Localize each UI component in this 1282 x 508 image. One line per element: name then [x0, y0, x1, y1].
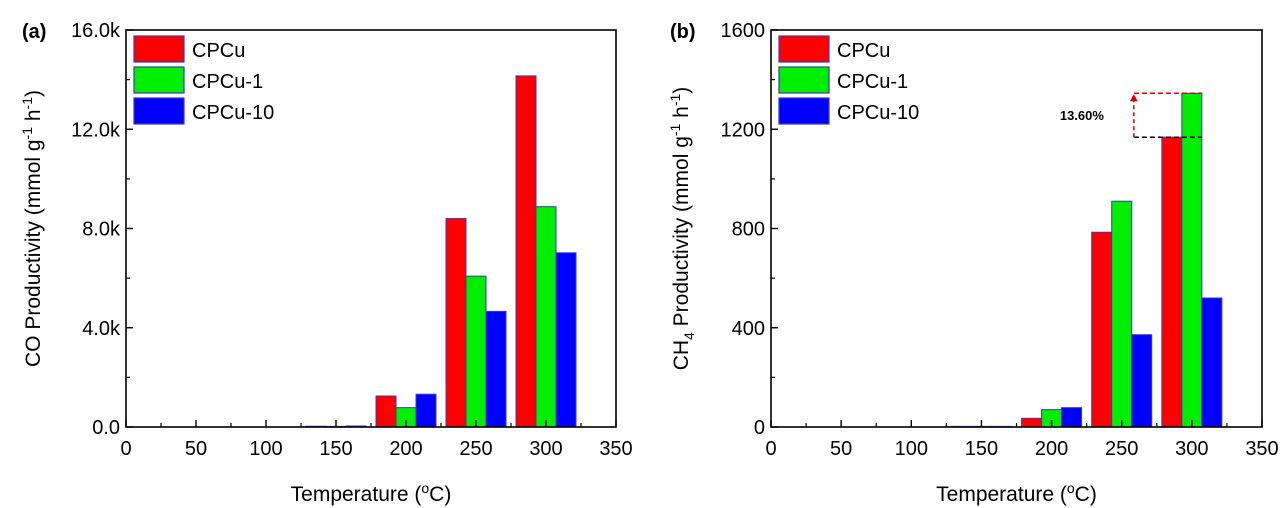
legend-label-cpcu: CPCu: [192, 40, 245, 62]
bar-cpcu-250: [1091, 231, 1113, 428]
x-tick-label: 350: [599, 438, 632, 460]
x-tick-label: 300: [529, 438, 562, 460]
bar-cpcu-1-300: [535, 206, 557, 428]
y-tick-label: 400: [732, 318, 765, 340]
legend-label-cpcu-1: CPCu-1: [837, 71, 908, 93]
legend-swatch-cpcu-1: [133, 66, 185, 94]
y-tick-label: 8.0k: [82, 219, 121, 241]
legend-label-cpcu-1: CPCu-1: [192, 71, 263, 93]
legend-swatch-cpcu-10: [133, 97, 185, 125]
x-tick-label: 100: [895, 438, 928, 460]
legend-label-cpcu-10: CPCu-10: [192, 102, 274, 124]
bar-cpcu-200: [375, 395, 397, 428]
x-axis-title: Temperature (oC): [291, 480, 452, 506]
x-tick-label: 200: [389, 438, 422, 460]
annotation-arrow-head: [1129, 94, 1138, 102]
bar-cpcu-10-300: [555, 252, 577, 428]
bar-cpcu-10-200: [1061, 407, 1083, 428]
x-tick-label: 0: [765, 438, 776, 460]
y-tick-label: 16.0k: [71, 20, 121, 42]
legend-swatch-cpcu: [778, 35, 830, 63]
panel-label: (a): [22, 21, 46, 43]
bar-cpcu-1-300: [1181, 92, 1203, 428]
y-tick-label: 0.0: [92, 417, 120, 439]
y-axis-title: CO Productivity (mmol g-1 h-1): [19, 90, 45, 367]
x-tick-label: 250: [459, 438, 492, 460]
bar-cpcu-1-250: [465, 275, 487, 428]
y-tick-label: 800: [732, 219, 765, 241]
x-tick-label: 50: [830, 438, 852, 460]
chart-panel-a: 0 50 100 150 200 250 300 350 0.0 4.0k 8.0k 12.0k 16.…: [19, 20, 633, 506]
annotation-increase: 13.60%: [1060, 92, 1202, 138]
bar-cpcu-1-250: [1111, 200, 1133, 428]
legend-swatch-cpcu: [133, 35, 185, 63]
x-tick-label: 350: [1245, 438, 1278, 460]
x-tick-label: 300: [1175, 438, 1208, 460]
y-axis-title: CH4 Productivity (mmol g-1 h-1): [667, 87, 697, 371]
bar-cpcu-10-250: [485, 310, 507, 428]
bar-cpcu-300: [1161, 136, 1183, 428]
x-tick-label: 50: [185, 438, 207, 460]
y-tick-label: 4.0k: [82, 318, 121, 340]
bar-cpcu-200: [1021, 417, 1043, 428]
panel-label: (b): [670, 21, 696, 43]
x-tick-label: 150: [319, 438, 352, 460]
bar-cpcu-300: [515, 75, 537, 428]
y-tick-label: 12.0k: [71, 119, 121, 141]
x-tick-label: 250: [1105, 438, 1138, 460]
legend: CPCu CPCu-1 CPCu-10: [778, 35, 919, 125]
x-tick-label: 200: [1035, 438, 1068, 460]
x-axis-title: Temperature (oC): [936, 480, 1097, 506]
bar-cpcu-10-200: [415, 393, 437, 428]
x-tick-label: 100: [249, 438, 282, 460]
legend-label-cpcu: CPCu: [837, 40, 890, 62]
y-tick-label: 0: [754, 417, 765, 439]
y-tick-label: 1600: [721, 20, 766, 42]
bar-cpcu-250: [445, 218, 467, 428]
y-tick-label: 1200: [721, 119, 766, 141]
x-tick-label: 150: [965, 438, 998, 460]
chart-panel-b: 0 50 100 150 200 250 300 350 0 400 800 1200 1600 (b) T…: [667, 20, 1279, 506]
annotation-label: 13.60%: [1060, 108, 1105, 123]
x-tick-label: 0: [120, 438, 131, 460]
legend-label-cpcu-10: CPCu-10: [837, 102, 919, 124]
bar-cpcu-10-300: [1201, 297, 1223, 428]
legend: CPCu CPCu-1 CPCu-10: [133, 35, 274, 125]
legend-swatch-cpcu-1: [778, 66, 830, 94]
bar-cpcu-10-250: [1131, 334, 1153, 428]
legend-swatch-cpcu-10: [778, 97, 830, 125]
